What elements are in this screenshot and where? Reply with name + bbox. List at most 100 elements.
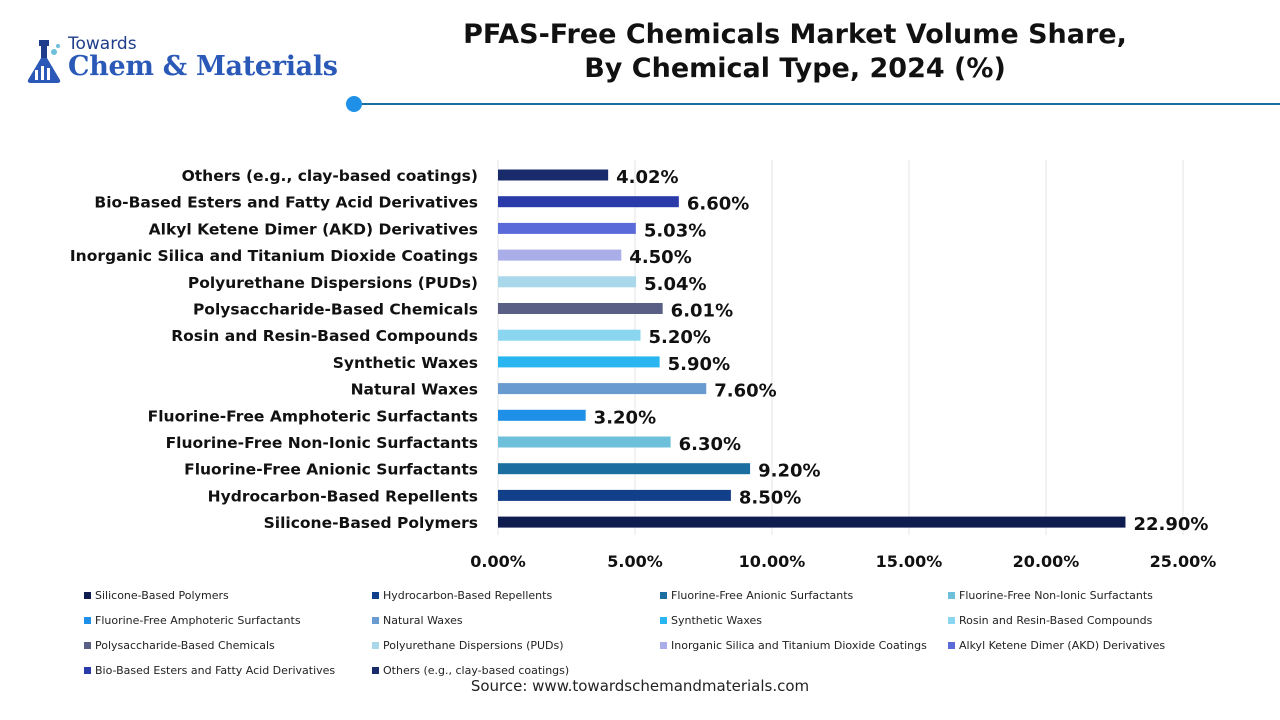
legend-swatch xyxy=(660,591,667,599)
bar xyxy=(498,463,751,475)
chart-title-line-2: By Chemical Type, 2024 (%) xyxy=(584,53,1006,84)
legend-item: Synthetic Waxes xyxy=(660,613,948,627)
category-label: Others (e.g., clay-based coatings) xyxy=(182,167,478,185)
legend-item: Inorganic Silica and Titanium Dioxide Co… xyxy=(660,638,948,652)
legend-label: Fluorine-Free Amphoteric Surfactants xyxy=(95,613,301,627)
category-label: Fluorine-Free Non-Ionic Surfactants xyxy=(166,434,478,452)
legend-label: Silicone-Based Polymers xyxy=(95,588,229,602)
data-label: 5.20% xyxy=(648,327,710,348)
category-label: Hydrocarbon-Based Repellents xyxy=(208,487,478,505)
legend-label: Fluorine-Free Non-Ionic Surfactants xyxy=(959,588,1153,602)
bar xyxy=(498,222,636,234)
data-label: 8.50% xyxy=(739,487,801,508)
legend-swatch xyxy=(372,591,379,599)
source-note: Source: www.towardschemandmaterials.com xyxy=(470,677,810,695)
legend-swatch xyxy=(948,641,955,649)
chart-title: PFAS-Free Chemicals Market Volume Share,… xyxy=(400,18,1190,86)
legend-swatch xyxy=(84,641,91,649)
data-label: 5.90% xyxy=(668,354,730,375)
bar xyxy=(498,303,663,314)
bar-chart: 0.00% 5.00% 10.00% 15.00% 20.00% 25.00% Others… xyxy=(70,160,1217,571)
data-label: 5.04% xyxy=(644,274,706,295)
x-tick-label: 0.00% xyxy=(470,552,526,571)
legend-label: Inorganic Silica and Titanium Dioxide Co… xyxy=(671,638,927,652)
category-label: Silicone-Based Polymers xyxy=(264,514,478,532)
bar xyxy=(498,329,641,341)
x-tick-label: 15.00% xyxy=(876,552,943,571)
x-tick-label: 10.00% xyxy=(739,552,806,571)
legend-item: Bio-Based Esters and Fatty Acid Derivati… xyxy=(84,663,372,677)
legend-item: Polysaccharide-Based Chemicals xyxy=(84,638,372,652)
legend-label: Bio-Based Esters and Fatty Acid Derivati… xyxy=(95,663,336,677)
bar xyxy=(498,489,731,501)
bar xyxy=(498,436,671,448)
legend-label: Synthetic Waxes xyxy=(671,613,763,627)
legend-swatch xyxy=(948,591,955,599)
data-label: 5.03% xyxy=(644,220,706,241)
legend-item: Others (e.g., clay-based coatings) xyxy=(372,663,660,677)
category-label: Fluorine-Free Anionic Surfactants xyxy=(184,461,478,479)
legend-label: Others (e.g., clay-based coatings) xyxy=(383,663,570,677)
bar xyxy=(498,383,707,395)
title-rule xyxy=(346,96,1280,112)
legend-item: Polyurethane Dispersions (PUDs) xyxy=(372,638,660,652)
category-label: Polysaccharide-Based Chemicals xyxy=(193,301,478,319)
category-label: Inorganic Silica and Titanium Dioxide Co… xyxy=(70,247,478,265)
legend-label: Fluorine-Free Anionic Surfactants xyxy=(671,588,854,602)
brand-logo: Towards Chem & Materials xyxy=(22,34,342,90)
legend-swatch xyxy=(84,591,91,599)
data-label: 3.20% xyxy=(594,407,656,428)
data-label: 6.60% xyxy=(687,194,749,215)
category-label: Polyurethane Dispersions (PUDs) xyxy=(188,274,478,292)
bar xyxy=(498,409,586,421)
legend-swatch xyxy=(660,616,667,624)
legend-swatch xyxy=(372,666,379,674)
category-label: Bio-Based Esters and Fatty Acid Derivati… xyxy=(94,194,478,212)
legend-label: Hydrocarbon-Based Repellents xyxy=(383,588,553,602)
bar xyxy=(498,169,609,181)
x-tick-label: 20.00% xyxy=(1013,552,1080,571)
data-label: 22.90% xyxy=(1133,514,1208,535)
bar xyxy=(498,196,679,208)
category-label: Synthetic Waxes xyxy=(333,354,478,372)
legend-label: Polyurethane Dispersions (PUDs) xyxy=(383,638,564,652)
legend-label: Polysaccharide-Based Chemicals xyxy=(95,638,275,652)
legend-item: Rosin and Resin-Based Compounds xyxy=(948,613,1236,627)
chart-title-line-1: PFAS-Free Chemicals Market Volume Share, xyxy=(463,19,1127,50)
x-tick-label: 25.00% xyxy=(1150,552,1217,571)
legend-item: Fluorine-Free Anionic Surfactants xyxy=(660,588,948,602)
brand-top-text: Towards xyxy=(68,34,137,54)
x-tick-label: 5.00% xyxy=(607,552,663,571)
legend-swatch xyxy=(372,641,379,649)
category-label: Natural Waxes xyxy=(351,381,478,399)
brand-main-text: Chem & Materials xyxy=(68,51,338,82)
category-label: Fluorine-Free Amphoteric Surfactants xyxy=(148,407,478,425)
data-label: 4.02% xyxy=(616,167,678,188)
legend-swatch xyxy=(948,616,955,624)
data-label: 6.30% xyxy=(679,434,741,455)
legend-item: Natural Waxes xyxy=(372,613,660,627)
legend-item: Alkyl Ketene Dimer (AKD) Derivatives xyxy=(948,638,1236,652)
legend-item: Silicone-Based Polymers xyxy=(84,588,372,602)
bar xyxy=(498,276,637,288)
legend-swatch xyxy=(660,641,667,649)
chart-legend: Silicone-Based Polymers Hydrocarbon-Based… xyxy=(84,588,1234,677)
legend-swatch xyxy=(84,616,91,624)
category-label: Rosin and Resin-Based Compounds xyxy=(171,327,478,345)
legend-label: Rosin and Resin-Based Compounds xyxy=(959,613,1153,627)
data-label: 9.20% xyxy=(758,461,820,482)
bar xyxy=(498,516,1126,528)
legend-item: Hydrocarbon-Based Repellents xyxy=(372,588,660,602)
data-label: 4.50% xyxy=(629,247,691,268)
category-label: Alkyl Ketene Dimer (AKD) Derivatives xyxy=(149,220,478,238)
legend-swatch xyxy=(372,616,379,624)
legend-label: Alkyl Ketene Dimer (AKD) Derivatives xyxy=(959,638,1166,652)
data-label: 7.60% xyxy=(714,381,776,402)
legend-label: Natural Waxes xyxy=(383,613,463,627)
data-label: 6.01% xyxy=(671,301,733,322)
legend-item: Fluorine-Free Amphoteric Surfactants xyxy=(84,613,372,627)
legend-swatch xyxy=(84,666,91,674)
bar xyxy=(498,249,622,261)
bar xyxy=(498,356,660,368)
flask-logo-icon xyxy=(27,40,61,83)
